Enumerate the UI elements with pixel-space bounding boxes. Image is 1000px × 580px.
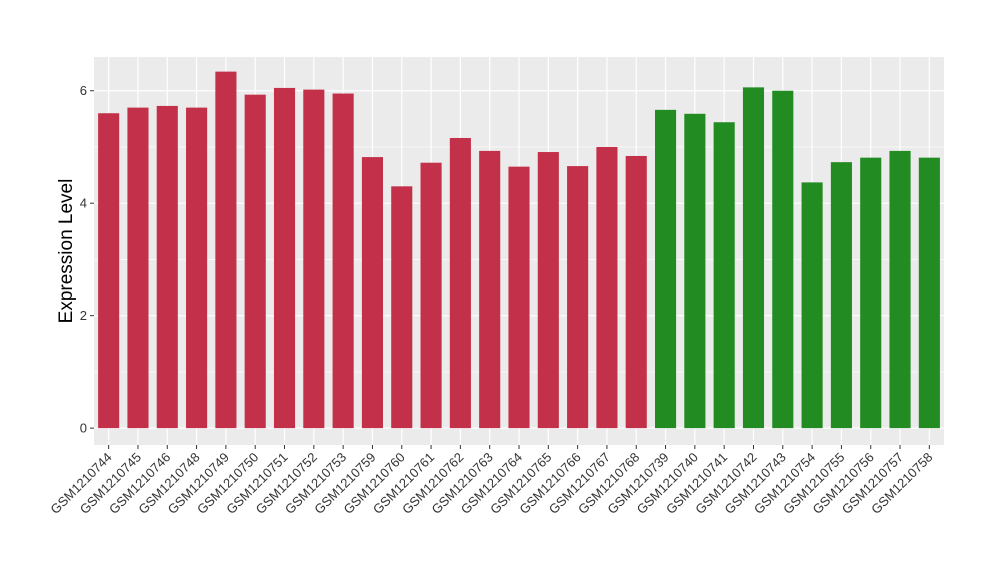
y-tick-label: 4 xyxy=(80,196,87,211)
y-tick-label: 2 xyxy=(80,308,87,323)
bar xyxy=(537,152,559,429)
bar xyxy=(186,107,208,429)
bar xyxy=(332,93,354,429)
bar xyxy=(508,166,530,429)
bar xyxy=(127,107,149,429)
bar xyxy=(361,157,383,429)
bar xyxy=(772,90,794,429)
bar xyxy=(625,155,647,429)
bar xyxy=(391,186,413,429)
bar xyxy=(889,150,911,429)
bar xyxy=(215,71,237,429)
bar xyxy=(830,162,852,429)
bar xyxy=(918,157,940,429)
bar xyxy=(801,182,823,429)
bar xyxy=(567,166,589,429)
bar xyxy=(713,122,735,429)
bar xyxy=(420,162,442,429)
bar xyxy=(479,150,501,429)
bar xyxy=(742,87,765,429)
y-tick-label: 6 xyxy=(80,83,87,98)
bar xyxy=(449,137,471,429)
x-axis: GSM1210744GSM1210745GSM1210746GSM1210748… xyxy=(47,445,935,517)
bar xyxy=(684,113,706,429)
bar xyxy=(273,87,296,429)
bar xyxy=(98,113,120,429)
y-axis-title: Expression Level xyxy=(56,179,77,324)
bar xyxy=(303,89,325,429)
bar xyxy=(244,94,266,429)
bars xyxy=(98,71,940,429)
bar xyxy=(655,109,677,429)
y-axis: 0 2 4 6 xyxy=(80,83,94,436)
bar xyxy=(860,157,882,429)
bar xyxy=(156,105,178,429)
bar xyxy=(596,146,618,429)
y-tick-label: 0 xyxy=(80,421,87,436)
